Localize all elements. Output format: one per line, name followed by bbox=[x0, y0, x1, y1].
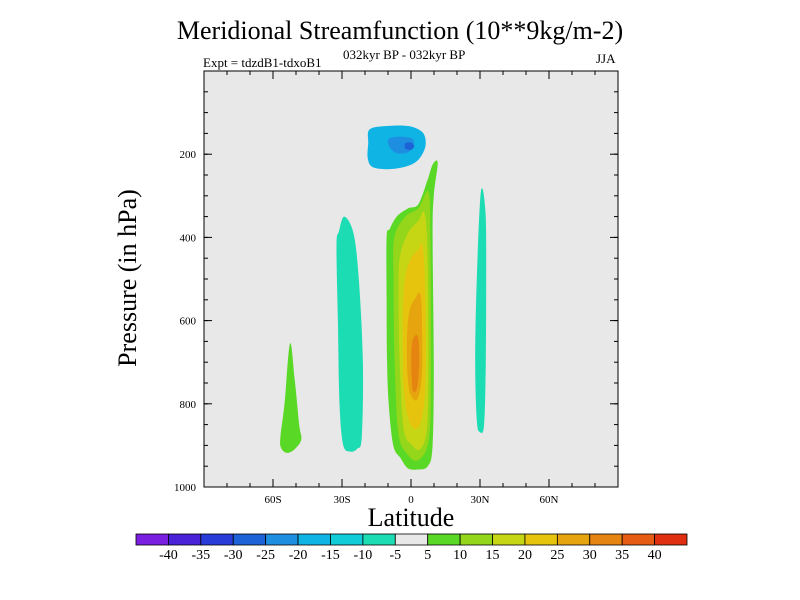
colorbar-label: -35 bbox=[191, 548, 210, 563]
x-tick-label: 60N bbox=[540, 494, 559, 506]
colorbar-label: 10 bbox=[453, 548, 467, 563]
y-tick-label: 800 bbox=[180, 399, 197, 411]
contour-region-equatorial-l6 bbox=[411, 334, 420, 393]
colorbar-swatch bbox=[556, 533, 591, 546]
colorbar-label: 15 bbox=[486, 548, 500, 563]
y-tick-label: 600 bbox=[180, 316, 197, 328]
colorbar-swatch bbox=[168, 533, 202, 546]
colorbar-label: -15 bbox=[321, 548, 340, 563]
colorbar-swatch bbox=[524, 533, 558, 546]
experiment-label: Expt = tdzdB1-tdxoB1 bbox=[203, 55, 322, 70]
x-tick-label: 0 bbox=[408, 494, 414, 506]
colorbar-swatch bbox=[232, 533, 267, 546]
contour-region-east-band bbox=[475, 188, 487, 434]
colorbar-label: -10 bbox=[354, 548, 373, 563]
y-tick-label: 1000 bbox=[174, 482, 197, 494]
x-axis-label: Latitude bbox=[367, 503, 455, 532]
colorbar-swatch bbox=[135, 533, 169, 546]
contour-regions bbox=[280, 125, 487, 470]
contour-region-far-south-band bbox=[280, 343, 302, 453]
colorbar-label: -5 bbox=[389, 548, 401, 563]
colorbar-label: 30 bbox=[583, 548, 597, 563]
colorbar-swatch bbox=[492, 533, 526, 546]
colorbar-label: -20 bbox=[289, 548, 308, 563]
colorbar-swatch bbox=[459, 533, 493, 546]
colorbar-swatch bbox=[589, 533, 623, 546]
season-label: JJA bbox=[596, 51, 616, 66]
colorbar-label: 20 bbox=[518, 548, 532, 563]
colorbar-swatch bbox=[394, 533, 429, 546]
colorbar-swatch bbox=[654, 533, 688, 546]
period-label: 032kyr BP - 032kyr BP bbox=[343, 47, 466, 62]
colorbar-label: -25 bbox=[256, 548, 275, 563]
y-tick-label: 400 bbox=[180, 232, 197, 244]
colorbar-swatch bbox=[330, 533, 364, 546]
colorbar-swatch bbox=[621, 533, 655, 546]
colorbar-swatch bbox=[200, 533, 234, 546]
x-tick-label: 60S bbox=[264, 494, 281, 506]
colorbar-label: 25 bbox=[550, 548, 564, 563]
colorbar-swatch bbox=[427, 533, 461, 546]
axis-ticks: 60S 30S 0 30N 60N 200 400 600 800 1000 bbox=[174, 71, 618, 506]
colorbar: -40 -35 -30 -25 -20 -15 -10 -5 5 10 15 20 25 30 35 40 bbox=[135, 533, 688, 563]
colorbar-label: 5 bbox=[424, 548, 431, 563]
colorbar-label: -30 bbox=[224, 548, 243, 563]
x-tick-label: 30S bbox=[333, 494, 350, 506]
colorbar-swatch bbox=[265, 533, 299, 546]
colorbar-label: 40 bbox=[648, 548, 662, 563]
contour-region-west-band bbox=[336, 216, 364, 452]
colorbar-label: 35 bbox=[615, 548, 629, 563]
colorbar-swatch bbox=[362, 533, 396, 546]
y-tick-label: 200 bbox=[180, 149, 197, 161]
colorbar-label: -40 bbox=[159, 548, 178, 563]
colorbar-swatch bbox=[297, 533, 331, 546]
contour-region-upper-cyclone-inner bbox=[404, 142, 415, 150]
x-tick-label: 30N bbox=[471, 494, 490, 506]
chart-title: Meridional Streamfunction (10**9kg/m-2) bbox=[176, 16, 624, 45]
